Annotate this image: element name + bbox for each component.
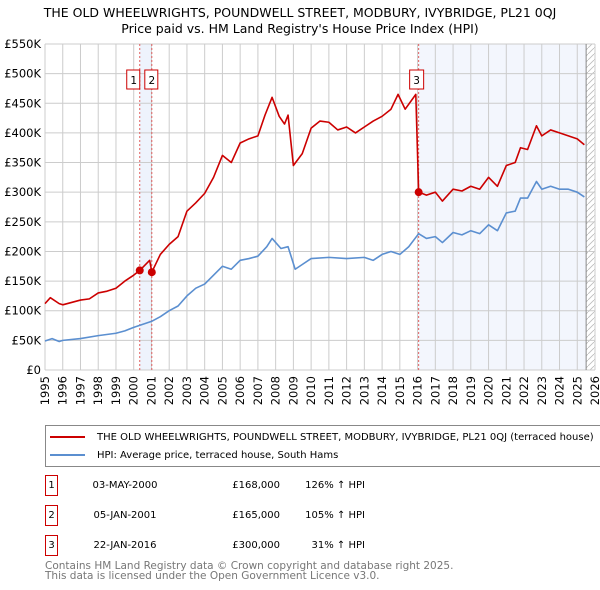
y-tick-label: £200K — [4, 244, 41, 258]
sale-label-badge: 2 — [144, 69, 159, 90]
x-tick-label: 2010 — [304, 376, 318, 405]
sale-marker-badge: 1 — [45, 475, 58, 496]
shaded-region-sales-1-2 — [139, 44, 152, 370]
y-tick-label: £500K — [4, 67, 41, 81]
sale-badge-number: 3 — [413, 75, 420, 87]
y-tick-label: £450K — [4, 96, 41, 110]
x-tick-label: 2003 — [180, 376, 194, 405]
sale-badge-number: 2 — [148, 75, 155, 87]
y-tick-label: £0 — [26, 363, 41, 377]
x-tick-label: 2012 — [340, 376, 354, 405]
y-tick-label: £550K — [4, 37, 41, 51]
footer: Contains HM Land Registry data © Crown c… — [45, 560, 454, 582]
legend: THE OLD WHEELWRIGHTS, POUNDWELL STREET, … — [45, 425, 600, 467]
chart-subtitle: Price paid vs. HM Land Registry's House … — [121, 21, 479, 36]
x-tick-label: 2001 — [144, 376, 158, 405]
y-tick-label: £150K — [4, 274, 41, 288]
x-tick-label: 2004 — [198, 376, 212, 405]
y-tick-label: £50K — [12, 333, 42, 347]
x-tick-label: 2025 — [570, 376, 584, 405]
sale-date: 03-MAY-2000 — [92, 480, 158, 491]
x-tick-label: 2007 — [251, 376, 265, 405]
price-chart: 1995 1996 1997 1998 1999 2000 2001 2002 2003 2004… — [4, 37, 600, 405]
future-hatch-region — [586, 44, 595, 370]
x-tick-label: 1997 — [73, 376, 87, 405]
x-tick-label: 2023 — [535, 376, 549, 405]
legend-item-property: THE OLD WHEELWRIGHTS, POUNDWELL STREET, … — [46, 429, 594, 445]
sale-point — [135, 266, 144, 275]
sale-hpi-change: 105% ↑ HPI — [305, 510, 365, 521]
footer-copyright: Contains HM Land Registry data © Crown c… — [45, 560, 454, 572]
y-tick-label: £350K — [4, 156, 41, 170]
legend-label-hpi: HPI: Average price, terraced house, Sout… — [97, 449, 339, 461]
x-tick-label: 1996 — [56, 376, 70, 405]
x-tick-label: 2013 — [357, 376, 371, 405]
sale-date: 22-JAN-2016 — [93, 540, 157, 551]
sale-marker-badge: 3 — [45, 535, 58, 556]
sale-price: £168,000 — [232, 480, 280, 491]
x-tick-label: 2015 — [393, 376, 407, 405]
y-tick-label: £400K — [4, 126, 41, 140]
shaded-region-sale-3 — [418, 44, 587, 370]
legend-swatch-blue — [50, 454, 85, 456]
sale-badge-number: 1 — [130, 75, 137, 87]
x-tick-label: 2009 — [286, 376, 300, 405]
x-tick-label: 2017 — [428, 376, 442, 405]
x-tick-label: 2006 — [233, 376, 247, 405]
x-tick-label: 2020 — [482, 376, 496, 405]
x-tick-label: 2018 — [446, 376, 460, 405]
sale-badge-box — [126, 69, 141, 90]
x-tick-label: 2005 — [215, 376, 229, 405]
x-tick-label: 2002 — [162, 376, 176, 405]
sale-point — [147, 268, 156, 277]
hpi-line — [44, 180, 585, 343]
x-tick-label: 2026 — [588, 376, 600, 405]
legend-label-property: THE OLD WHEELWRIGHTS, POUNDWELL STREET, … — [97, 431, 594, 443]
x-tick-label: 2019 — [464, 376, 478, 405]
sale-badge-box — [144, 69, 159, 90]
sale-price: £165,000 — [232, 510, 280, 521]
legend-item-hpi: HPI: Average price, terraced house, Sout… — [46, 447, 338, 463]
x-tick-label: 2016 — [411, 376, 425, 405]
x-tick-label: 1998 — [91, 376, 105, 405]
footer-licence: This data is licensed under the Open Gov… — [45, 570, 380, 582]
legend-swatch-red — [50, 436, 85, 438]
x-tick-label: 2024 — [553, 376, 567, 405]
x-tick-label: 1999 — [109, 376, 123, 405]
sale-label-badge: 1 — [126, 69, 141, 90]
x-tick-label: 2011 — [322, 376, 336, 405]
x-tick-label: 1995 — [38, 376, 52, 405]
x-tick-label: 2021 — [499, 376, 513, 405]
y-tick-label: £300K — [4, 185, 41, 199]
x-tick-label: 2022 — [517, 376, 531, 405]
y-tick-label: £100K — [4, 304, 41, 318]
sale-hpi-change: 126% ↑ HPI — [305, 480, 365, 491]
x-tick-label: 2000 — [127, 376, 141, 405]
sale-price: £300,000 — [232, 540, 280, 551]
sale-badge-box — [409, 69, 425, 90]
sale-hpi-change: 31% ↑ HPI — [311, 540, 365, 551]
x-tick-label: 2008 — [269, 376, 283, 405]
sale-label-badge: 3 — [409, 69, 425, 90]
chart-title: THE OLD WHEELWRIGHTS, POUNDWELL STREET, … — [43, 5, 557, 20]
sale-point — [414, 188, 423, 197]
y-tick-label: £250K — [4, 215, 41, 229]
x-tick-label: 2014 — [375, 376, 389, 405]
sale-date: 05-JAN-2001 — [93, 510, 157, 521]
sale-marker-badge: 2 — [45, 505, 58, 526]
